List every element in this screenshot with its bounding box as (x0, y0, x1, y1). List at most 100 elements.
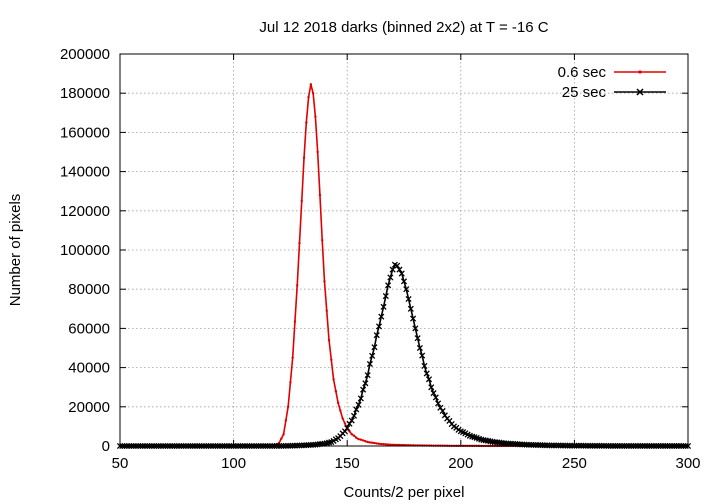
y-tick-label: 40000 (68, 360, 110, 377)
data-point (441, 412, 448, 419)
data-point (284, 419, 288, 422)
data-point (316, 150, 319, 154)
data-point (532, 441, 539, 449)
y-tick-label: 180000 (60, 85, 110, 102)
data-point (377, 442, 381, 446)
x-tick-label: 100 (221, 455, 246, 472)
data-point (541, 442, 548, 449)
data-point (336, 401, 340, 405)
data-point (286, 405, 290, 408)
data-point (425, 376, 433, 383)
data-point (537, 442, 544, 449)
data-point (334, 389, 338, 393)
data-point (296, 284, 299, 287)
data-point (341, 417, 344, 420)
data-point (282, 433, 285, 436)
data-point (364, 372, 371, 379)
data-point (528, 441, 535, 448)
x-tick-label: 250 (562, 455, 587, 472)
data-point (525, 441, 533, 448)
data-point (371, 344, 378, 351)
data-point (289, 381, 292, 384)
data-point (403, 286, 410, 293)
data-point (389, 443, 392, 446)
data-point (366, 360, 373, 368)
x-tick-label: 200 (448, 455, 473, 472)
data-point (293, 320, 297, 323)
data-point (368, 441, 372, 444)
data-point (307, 95, 310, 99)
data-point (430, 390, 437, 397)
data-point (370, 441, 374, 444)
data-point (327, 338, 331, 342)
data-point (550, 442, 558, 449)
data-point (553, 442, 560, 449)
data-point (382, 293, 389, 300)
ticks: 50 100 150 200 250 300 0 20000 40000 60000 80000 10… (60, 46, 701, 472)
data-point (380, 442, 383, 446)
data-point (530, 441, 537, 448)
x-tick-label: 300 (675, 455, 700, 472)
data-point (364, 440, 367, 443)
series-layer (116, 83, 692, 450)
y-tick-label: 100000 (60, 242, 110, 259)
y-axis-title: Number of pixels (7, 194, 24, 307)
data-point (355, 436, 358, 439)
data-point (361, 439, 365, 442)
data-point (539, 442, 546, 449)
data-point (350, 412, 358, 419)
data-point (375, 442, 378, 445)
data-point (419, 352, 426, 359)
data-point (394, 262, 401, 269)
data-point (352, 434, 356, 437)
data-point (330, 358, 333, 361)
data-point (382, 442, 385, 446)
data-point (305, 121, 308, 124)
data-point (373, 332, 380, 339)
data-point (414, 335, 421, 342)
data-point (300, 199, 303, 203)
y-tick-label: 200000 (60, 46, 110, 63)
y-tick-label: 0 (102, 438, 110, 455)
data-point (428, 384, 435, 391)
data-point (416, 344, 423, 352)
data-point (398, 270, 405, 277)
data-point (366, 440, 369, 444)
data-point (346, 420, 353, 427)
data-point (555, 442, 562, 449)
data-point (378, 313, 385, 320)
data-point (387, 274, 394, 281)
data-point (321, 239, 324, 242)
data-point (369, 352, 376, 359)
legend-marker (638, 70, 642, 74)
legend: 0.6 sec 25 sec (558, 64, 666, 101)
data-point (362, 380, 369, 387)
grid (120, 54, 688, 446)
data-point (353, 406, 360, 413)
x-axis-title: Counts/2 per pixel (344, 484, 465, 501)
data-point (384, 443, 388, 446)
data-point (348, 417, 355, 424)
data-point (323, 280, 326, 283)
data-point (432, 394, 439, 401)
data-point (311, 92, 315, 95)
data-point (314, 115, 317, 118)
legend-label: 0.6 sec (558, 64, 607, 81)
legend-marker (636, 88, 644, 96)
data-point (437, 404, 444, 411)
data-point (380, 303, 387, 310)
x-tick-label: 150 (335, 455, 360, 472)
data-point (341, 428, 348, 435)
y-tick-label: 160000 (60, 124, 110, 141)
data-point (548, 442, 555, 449)
y-tick-label: 20000 (68, 399, 110, 416)
series-line (120, 84, 688, 447)
data-point (350, 433, 353, 436)
series-1 (116, 261, 692, 450)
x-tick-label: 50 (112, 455, 129, 472)
y-tick-label: 120000 (60, 203, 110, 220)
data-point (396, 266, 403, 273)
y-tick-label: 60000 (68, 320, 110, 337)
legend-label: 25 sec (562, 84, 607, 101)
